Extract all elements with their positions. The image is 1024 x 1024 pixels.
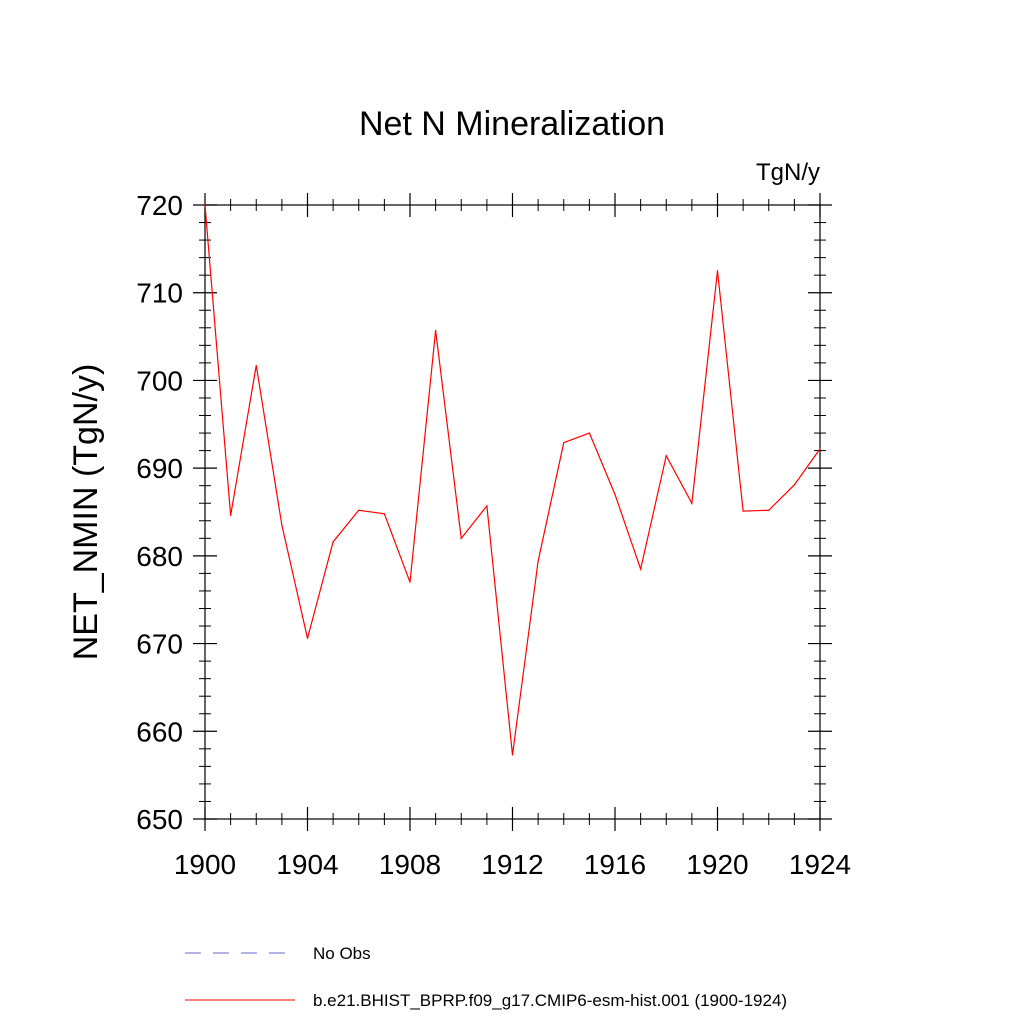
legend-label-model: b.e21.BHIST_BPRP.f09_g17.CMIP6-esm-hist.…: [313, 991, 787, 1010]
units-label: TgN/y: [756, 159, 820, 186]
data-point: [409, 581, 411, 583]
legend-label-no-obs: No Obs: [313, 944, 371, 963]
y-tick-label: 710: [136, 278, 183, 309]
x-tick-label: 1924: [789, 849, 851, 880]
y-tick-label: 670: [136, 629, 183, 660]
y-tick-label: 680: [136, 541, 183, 572]
x-tick-label: 1920: [686, 849, 748, 880]
data-point: [383, 513, 385, 515]
data-point: [332, 541, 334, 543]
data-point: [563, 442, 565, 444]
x-tick-label: 1904: [276, 849, 338, 880]
y-tick-label: 650: [136, 804, 183, 835]
data-point: [588, 432, 590, 434]
data-point: [435, 329, 437, 332]
plot-frame: [204, 204, 821, 820]
data-point: [204, 204, 206, 206]
series-line: [204, 204, 821, 756]
data-point: [819, 448, 821, 450]
data-point: [306, 637, 309, 639]
y-axis-label: NET_NMIN (TgN/y): [67, 364, 105, 661]
data-point: [614, 493, 616, 496]
data-point: [511, 754, 514, 756]
data-point: [230, 514, 232, 517]
y-tick-label: 700: [136, 365, 183, 396]
data-point: [768, 509, 770, 511]
data-point: [742, 510, 744, 512]
data-point: [486, 505, 488, 507]
y-tick-label: 660: [136, 716, 183, 747]
data-point: [358, 509, 360, 511]
data-series: [204, 204, 821, 756]
data-point: [281, 524, 283, 526]
x-tick-label: 1908: [379, 849, 441, 880]
legend: No Obs b.e21.BHIST_BPRP.f09_g17.CMIP6-es…: [185, 944, 787, 1010]
data-point: [640, 568, 642, 570]
chart-title: Net N Mineralization: [359, 105, 665, 143]
data-point: [665, 455, 667, 457]
y-tick-label: 720: [136, 190, 183, 221]
y-tick-label: 690: [136, 453, 183, 484]
data-point: [537, 560, 539, 562]
x-tick-label: 1912: [481, 849, 543, 880]
x-tick-label: 1916: [584, 849, 646, 880]
axis-ticks: 1900 1904 1908 1912 1916 1920 1924 650 660 670 680…: [136, 190, 851, 880]
data-point: [793, 484, 795, 486]
data-point: [460, 537, 462, 539]
data-point: [691, 502, 693, 504]
x-tick-label: 1900: [174, 849, 236, 880]
data-point: [255, 364, 257, 367]
data-point: [716, 270, 719, 272]
